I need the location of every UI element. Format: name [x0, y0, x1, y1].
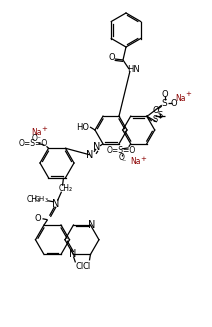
Text: +: + [42, 126, 47, 132]
Text: CH$_3$: CH$_3$ [34, 195, 49, 205]
Text: N: N [88, 220, 95, 230]
Text: Cl: Cl [75, 262, 84, 271]
Text: +: + [186, 91, 192, 97]
Text: Na: Na [130, 157, 141, 166]
Text: ⁻: ⁻ [121, 157, 126, 166]
Text: CH₃: CH₃ [26, 195, 40, 204]
Text: Na: Na [31, 128, 42, 137]
Text: O: O [161, 90, 168, 99]
Text: O: O [119, 153, 125, 163]
Text: O: O [109, 53, 115, 61]
Text: S: S [162, 99, 168, 108]
Text: O: O [34, 214, 41, 223]
Text: O: O [170, 99, 177, 108]
Text: CH₂: CH₂ [59, 184, 73, 193]
Text: HN: HN [127, 64, 139, 74]
Text: HO: HO [77, 123, 89, 131]
Text: S: S [157, 112, 162, 121]
Text: N: N [52, 199, 59, 209]
Text: Na: Na [176, 94, 186, 103]
Text: O=S=O: O=S=O [19, 139, 48, 148]
Text: O⁻: O⁻ [32, 134, 41, 143]
Text: S: S [152, 114, 157, 124]
Text: N: N [69, 250, 76, 259]
Text: O=S=O: O=S=O [107, 146, 136, 155]
Text: N: N [93, 142, 101, 152]
Text: O: O [152, 106, 159, 115]
Text: N: N [86, 150, 94, 160]
Text: Cl: Cl [82, 262, 91, 271]
Text: +: + [141, 156, 147, 162]
